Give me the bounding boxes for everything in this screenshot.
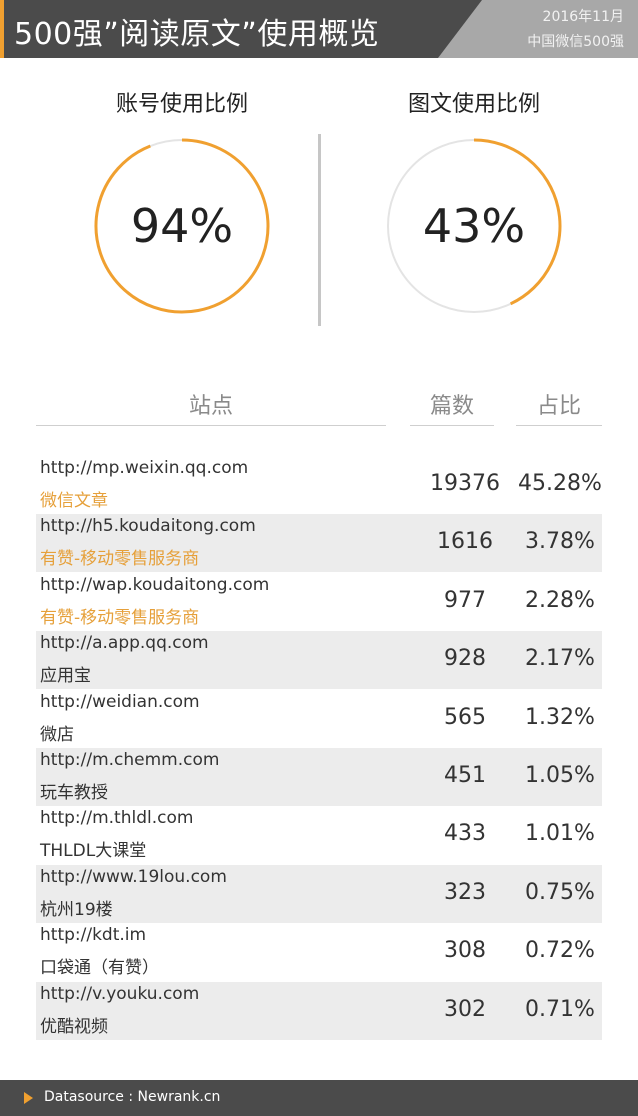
site-url: http://www.19lou.com bbox=[40, 866, 227, 887]
site-url: http://m.thldl.com bbox=[40, 808, 194, 829]
column-header-count: 篇数 bbox=[429, 394, 474, 419]
site-name: 杭州19楼 bbox=[40, 899, 113, 920]
site-name: 玩车教授 bbox=[40, 783, 108, 803]
header-banner: 500强”阅读原文”使用概览 2016年11月 中国微信500强 bbox=[0, 0, 638, 58]
site-name: 口袋通（有赞） bbox=[40, 958, 159, 979]
column-header-underline bbox=[410, 425, 494, 426]
site-url: http://kdt.im bbox=[40, 925, 147, 946]
play-triangle-icon bbox=[24, 1092, 33, 1104]
table-row: http://mp.weixin.qq.com 微信文章 19376 45.28% bbox=[36, 456, 602, 514]
article-count: 433 bbox=[444, 821, 486, 847]
share-percent: 2.28% bbox=[525, 587, 595, 613]
column-header-site: 站点 bbox=[188, 394, 233, 419]
table-row: http://wap.koudaitong.com 有赞-移动零售服务商 977 2.… bbox=[36, 573, 602, 631]
site-name: 有赞-移动零售服务商 bbox=[40, 549, 200, 570]
ring-chart-accounts: 94% bbox=[94, 138, 270, 314]
site-name: 有赞-移动零售服务商 bbox=[40, 607, 200, 628]
site-url: http://mp.weixin.qq.com bbox=[40, 458, 249, 478]
ring-divider bbox=[318, 134, 321, 326]
header-accent-bar bbox=[0, 0, 4, 58]
site-name: 微店 bbox=[40, 724, 74, 745]
ring-value-label: 94% bbox=[131, 199, 233, 253]
share-percent: 1.32% bbox=[525, 704, 595, 730]
site-url: http://v.youku.com bbox=[40, 983, 200, 1004]
share-percent: 2.17% bbox=[525, 646, 595, 672]
article-count: 565 bbox=[444, 704, 486, 730]
site-name: 微信文章 bbox=[40, 491, 108, 511]
ring-title-accounts: 账号使用比例 bbox=[115, 92, 248, 117]
table-row: http://a.app.qq.com 应用宝 928 2.17% bbox=[36, 631, 602, 690]
article-count: 302 bbox=[444, 996, 486, 1022]
site-url: http://m.chemm.com bbox=[40, 750, 220, 770]
site-name: 优酷视频 bbox=[40, 1016, 108, 1037]
share-percent: 3.78% bbox=[525, 529, 595, 555]
ring-title-articles: 图文使用比例 bbox=[407, 92, 540, 117]
table-row: http://m.thldl.com THLDL大课堂 433 1.01% bbox=[36, 806, 602, 864]
ring-value-arc bbox=[473, 138, 562, 306]
share-percent: 1.01% bbox=[525, 821, 595, 847]
share-percent: 1.05% bbox=[525, 763, 595, 788]
header-subtitle: 中国微信500强 bbox=[527, 34, 624, 50]
share-percent: 0.72% bbox=[525, 938, 595, 964]
site-url: http://a.app.qq.com bbox=[40, 633, 209, 654]
table-row: http://www.19lou.com 杭州19楼 323 0.75% bbox=[36, 864, 602, 923]
column-header-underline bbox=[516, 425, 602, 426]
ring-chart-articles: 43% bbox=[387, 138, 562, 313]
article-count: 19376 bbox=[430, 471, 500, 496]
table-row: http://h5.koudaitong.com 有赞-移动零售服务商 1616 3.… bbox=[36, 514, 602, 573]
site-name: 应用宝 bbox=[40, 666, 91, 687]
site-name: THLDL大课堂 bbox=[40, 841, 147, 862]
article-count: 977 bbox=[444, 587, 486, 613]
article-count: 308 bbox=[444, 938, 486, 964]
header-date: 2016年11月 bbox=[542, 9, 624, 25]
share-percent: 45.28% bbox=[518, 471, 602, 496]
share-percent: 0.71% bbox=[525, 996, 595, 1022]
article-count: 1616 bbox=[437, 529, 493, 555]
table-row: http://weidian.com 微店 565 1.32% bbox=[36, 690, 602, 748]
table-row: http://v.youku.com 优酷视频 302 0.71% bbox=[36, 981, 602, 1040]
footer-bar: Datasource : Newrank.cn bbox=[0, 1080, 638, 1116]
column-header-pct: 占比 bbox=[536, 394, 581, 419]
site-url: http://wap.koudaitong.com bbox=[40, 574, 270, 595]
site-url: http://h5.koudaitong.com bbox=[40, 516, 256, 537]
article-count: 928 bbox=[444, 646, 486, 672]
page-title: 500强”阅读原文”使用概览 bbox=[14, 17, 380, 52]
data-source-label: Datasource : Newrank.cn bbox=[44, 1089, 221, 1105]
ring-value-arc bbox=[94, 138, 270, 314]
article-count: 451 bbox=[444, 763, 486, 788]
share-percent: 0.75% bbox=[525, 879, 595, 905]
table-row: http://m.chemm.com 玩车教授 451 1.05% bbox=[36, 748, 602, 806]
ring-value-label: 43% bbox=[423, 199, 525, 253]
article-count: 323 bbox=[444, 879, 486, 905]
site-url: http://weidian.com bbox=[40, 691, 200, 712]
column-header-underline bbox=[36, 425, 386, 426]
table-row: http://kdt.im 口袋通（有赞） 308 0.72% bbox=[36, 923, 602, 981]
